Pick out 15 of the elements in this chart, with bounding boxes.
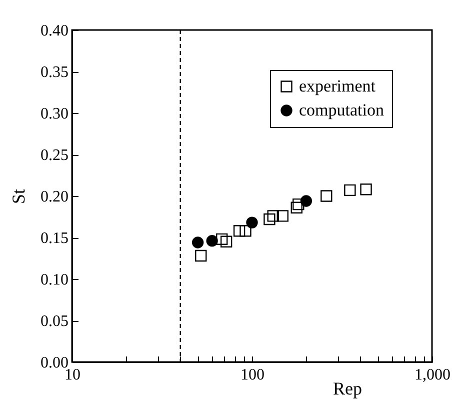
y-tick-label: 0.25 xyxy=(40,147,68,164)
y-tick-label: 0.15 xyxy=(40,230,68,247)
x-axis-title: Rep xyxy=(333,378,362,398)
y-tick-label: 0.40 xyxy=(40,22,68,40)
x-tick-label: 1,000 xyxy=(414,366,450,384)
legend-label: computation xyxy=(299,100,384,120)
x-tick-label: 100 xyxy=(240,366,264,384)
x-tick-label: 10 xyxy=(64,366,80,384)
y-tick-label: 0.05 xyxy=(40,313,68,330)
y-tick-label: 0.20 xyxy=(40,188,68,206)
legend-label: experiment xyxy=(299,76,376,96)
y-tick-label: 0.10 xyxy=(40,272,68,288)
y-axis-title: St xyxy=(8,188,28,204)
y-tick-label: 0.30 xyxy=(40,106,68,122)
y-tick-label: 0.35 xyxy=(40,64,68,81)
